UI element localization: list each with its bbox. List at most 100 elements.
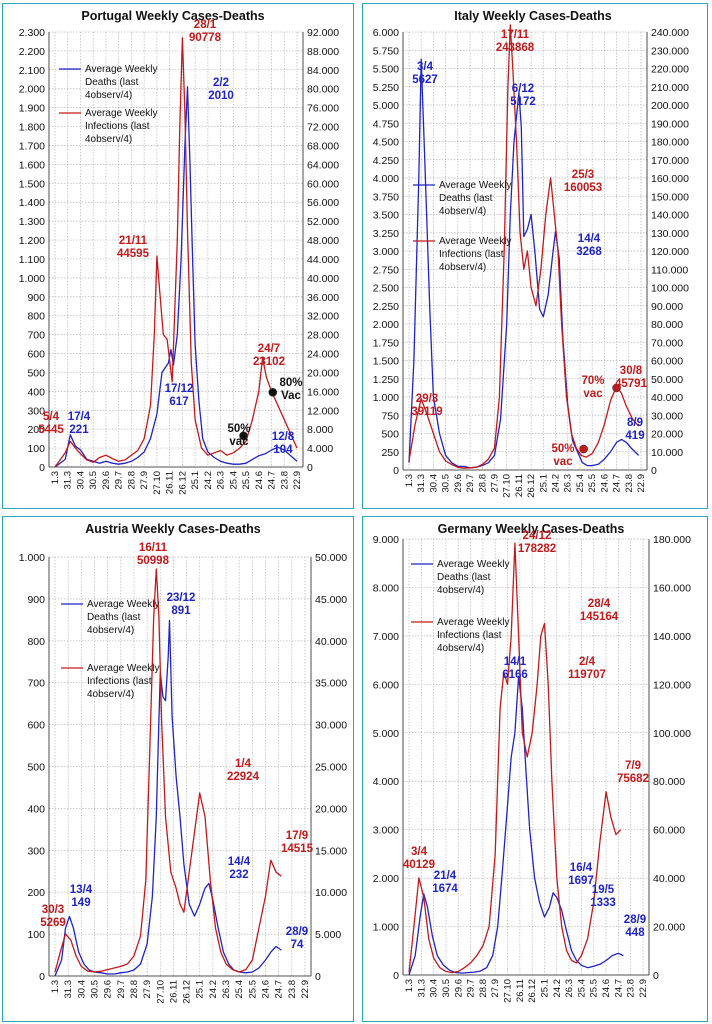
right-tick-label: 140.000: [653, 631, 691, 643]
left-tick-label: 400: [27, 803, 45, 815]
x-tick-label: 22.9: [300, 980, 311, 999]
left-tick-label: 7.000: [373, 631, 399, 643]
annotation-label: 149: [71, 897, 90, 909]
right-tick-label: 40.000: [307, 273, 339, 285]
left-tick-label: 3.000: [373, 246, 399, 258]
x-tick-label: 24.7: [613, 979, 624, 998]
right-tick-label: 150.000: [651, 191, 689, 203]
annotation-label: 39119: [411, 406, 442, 418]
annotation-label: 40129: [403, 859, 435, 871]
x-tick-label: 27.9: [489, 474, 500, 493]
annotation-label: 75682: [617, 773, 649, 785]
x-tick-label: 29.7: [465, 474, 476, 493]
right-tick-label: 25.000: [315, 762, 347, 774]
right-tick-label: 100.000: [653, 728, 691, 740]
left-tick-label: 1.000: [373, 922, 399, 934]
right-tick-label: 12.000: [307, 405, 339, 417]
annotation-label: vac: [229, 436, 249, 448]
left-tick-label: 700: [27, 330, 45, 342]
annotation-label: 178282: [518, 543, 556, 555]
left-tick-label: 2.500: [373, 283, 399, 295]
annotation-label: 243868: [496, 42, 535, 54]
deaths-line: [54, 86, 298, 468]
left-tick-label: 0: [39, 971, 45, 983]
annotation-label: 74: [291, 939, 304, 951]
x-tick-label: 30.4: [76, 980, 87, 999]
legend-deaths-label: Deaths (last: [437, 572, 491, 583]
x-tick-label: 24.6: [254, 471, 265, 490]
left-tick-label: 1.200: [19, 235, 45, 247]
right-tick-label: 40.000: [653, 873, 685, 885]
annotation-label: 44595: [117, 248, 150, 260]
right-tick-label: 200.000: [651, 100, 689, 112]
x-tick-label: 26.12: [177, 471, 188, 495]
right-tick-label: 35.000: [315, 678, 347, 690]
x-tick-label: 25.4: [576, 979, 587, 998]
x-tick-label: 26.11: [168, 980, 179, 1003]
legend-deaths-label: Deaths (last: [439, 193, 493, 204]
annotation-label: 23102: [253, 356, 285, 368]
right-tick-label: 56.000: [307, 197, 339, 209]
right-tick-label: 52.000: [307, 216, 339, 228]
annotation-label: 28/9: [286, 926, 308, 938]
x-tick-label: 26.12: [526, 474, 537, 498]
x-tick-label: 23.8: [279, 471, 290, 490]
x-tick-label: 29.7: [116, 980, 127, 999]
left-tick-label: 1.500: [19, 178, 45, 190]
x-tick-label: 25.4: [575, 474, 586, 493]
x-tick-label: 26.11: [515, 979, 526, 1002]
x-tick-label: 25.1: [195, 980, 206, 999]
x-tick-label: 25.5: [587, 474, 598, 493]
x-tick-label: 26.12: [182, 980, 193, 1004]
legend-deaths-label: Average Weekly: [85, 64, 157, 75]
right-tick-label: 36.000: [307, 292, 339, 304]
x-tick-label: 24.2: [551, 474, 562, 493]
x-tick-label: 30.5: [88, 471, 99, 490]
x-tick-label: 26.3: [221, 980, 232, 999]
left-tick-label: 400: [27, 386, 45, 398]
x-tick-label: 1.3: [404, 979, 415, 992]
annotation-label: 1697: [568, 875, 594, 887]
annotation-label: 21/11: [119, 235, 148, 247]
x-tick-label: 30.5: [441, 979, 452, 998]
left-tick-label: 8.000: [373, 582, 399, 594]
left-tick-label: 100: [27, 443, 45, 455]
x-tick-label: 23.8: [626, 979, 637, 998]
right-tick-label: 50.000: [315, 552, 347, 564]
left-tick-label: 1.000: [19, 552, 45, 564]
annotation-label: 17/9: [286, 830, 308, 842]
right-tick-label: 28.000: [307, 330, 339, 342]
x-tick-label: 27.9: [139, 471, 150, 490]
right-tick-label: 20.000: [315, 803, 347, 815]
left-tick-label: 2.750: [373, 264, 399, 276]
annotation-label: 221: [69, 424, 89, 436]
annotation-label: 160053: [564, 182, 602, 194]
right-tick-label: 15.000: [315, 845, 347, 857]
right-tick-label: 210.000: [651, 82, 689, 94]
x-tick-label: 29.6: [453, 474, 464, 493]
right-tick-label: 84.000: [307, 65, 339, 77]
right-tick-label: 220.000: [651, 64, 689, 76]
right-tick-label: 230.000: [651, 45, 689, 57]
annotation-label: 145164: [580, 611, 619, 623]
x-tick-label: 24.6: [599, 474, 610, 493]
vaccination-marker: [268, 387, 278, 397]
annotation-label: 28/1: [194, 19, 217, 31]
legend-infections-label: Infections (last: [85, 121, 150, 132]
x-tick-label: 24.6: [261, 980, 272, 999]
right-tick-label: 130.000: [651, 228, 689, 240]
right-tick-label: 180.000: [651, 137, 689, 149]
x-tick-label: 1.3: [50, 471, 61, 484]
annotation-label: 17/12: [165, 383, 194, 395]
x-tick-label: 24.2: [552, 979, 563, 998]
left-tick-label: 9.000: [373, 534, 399, 546]
legend-deaths-label: 4observ/4): [439, 206, 486, 217]
legend-infections-label: 4observ/4): [87, 689, 134, 700]
right-tick-label: 10.000: [315, 887, 347, 899]
deaths-line: [408, 675, 624, 976]
left-tick-label: 500: [381, 429, 399, 441]
right-tick-label: 80.000: [307, 84, 339, 96]
chart-panel-italy: Italy Weekly Cases-Deaths 1.3 31.3 30.4 30.5…: [362, 3, 708, 509]
